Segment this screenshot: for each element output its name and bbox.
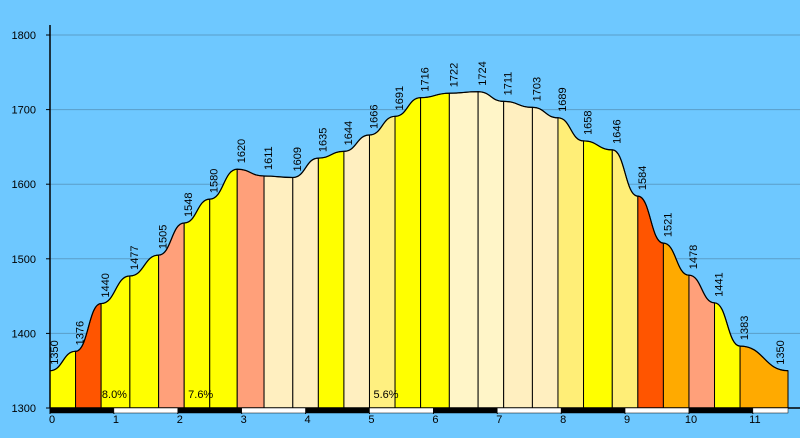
- elevation-label: 1440: [100, 273, 112, 297]
- elevation-label: 1689: [557, 87, 569, 111]
- x-tick-label: 8: [560, 414, 566, 426]
- elevation-label: 1478: [688, 245, 700, 269]
- elevation-label: 1383: [739, 316, 751, 340]
- km-bar-segment: [113, 407, 179, 414]
- y-axis-ticks: 1300 1400 1500 1600 1700 1800: [12, 30, 50, 415]
- km-bar-segment: [560, 407, 626, 414]
- profile-segment: [583, 140, 613, 409]
- x-tick-label: 3: [241, 414, 247, 426]
- gradient-labels: 8.0% 7.6% 5.6%: [102, 389, 399, 401]
- elevation-label: 1548: [183, 193, 195, 217]
- y-tick-label: 1500: [12, 254, 36, 266]
- profile-segment: [557, 117, 585, 409]
- x-tick-label: 0: [49, 414, 55, 426]
- profile-segment: [236, 168, 265, 409]
- elevation-label: 1441: [714, 272, 726, 296]
- elevation-label: 1505: [158, 225, 170, 249]
- profile-segment: [263, 175, 294, 409]
- elevation-label: 1580: [209, 169, 221, 193]
- km-bar-segment: [752, 407, 789, 414]
- profile-segment: [317, 150, 345, 409]
- x-tick-label: 9: [624, 414, 630, 426]
- elevation-labels: 1350 1376 1440 1477 1505 1548 1580 1620 1611 1609…: [49, 61, 787, 364]
- elevation-label: 1611: [263, 146, 275, 170]
- profile-segment: [531, 106, 559, 409]
- profile-segment: [209, 168, 238, 409]
- km-bar-segment: [624, 407, 690, 414]
- x-tick-label: 6: [432, 414, 438, 426]
- elevation-label: 1724: [477, 61, 489, 85]
- profile-segment: [129, 254, 160, 409]
- elevation-label: 1691: [394, 86, 406, 110]
- km-bar-segment: [688, 407, 754, 414]
- profile-segment: [420, 92, 450, 409]
- km-bar-segment: [433, 407, 498, 414]
- y-tick-label: 1600: [12, 179, 36, 191]
- elevation-label: 1716: [420, 67, 432, 91]
- km-bar-segment: [369, 407, 434, 414]
- elevation-label: 1477: [129, 245, 141, 269]
- elevation-label: 1350: [775, 340, 787, 364]
- x-tick-label: 7: [496, 414, 502, 426]
- elevation-label: 1722: [448, 63, 460, 87]
- profile-segment: [183, 198, 211, 409]
- km-bar-segment: [49, 407, 115, 414]
- x-tick-label: 10: [685, 414, 697, 426]
- x-tick-label: 11: [749, 414, 760, 426]
- elevation-label: 1609: [292, 147, 304, 171]
- x-tick-label: 5: [368, 414, 374, 426]
- elevation-label: 1350: [49, 340, 61, 364]
- elevation-label: 1584: [637, 166, 649, 190]
- profile-line: [49, 91, 789, 372]
- x-tick-label: 1: [113, 414, 119, 426]
- km-bar-segment: [177, 407, 242, 414]
- profile-segment: [448, 91, 479, 409]
- elevation-label: 1658: [583, 110, 595, 134]
- elevation-label: 1376: [75, 321, 87, 345]
- km-bar-segment: [241, 407, 306, 414]
- y-tick-label: 1300: [12, 403, 36, 415]
- elevation-label: 1644: [343, 121, 355, 145]
- km-scale-bar: [49, 407, 789, 414]
- gradient-label: 8.0%: [102, 389, 127, 401]
- elevation-label: 1620: [236, 139, 248, 163]
- profile-segment: [477, 91, 505, 409]
- elevation-label: 1711: [503, 72, 515, 96]
- profile-segment: [343, 134, 370, 409]
- y-tick-label: 1700: [12, 105, 36, 117]
- y-tick-label: 1400: [12, 328, 36, 340]
- profile-segment: [503, 100, 533, 409]
- x-tick-label: 4: [305, 414, 311, 426]
- profile-segment: [292, 157, 319, 409]
- profile-segment: [394, 97, 422, 409]
- elevation-label: 1646: [611, 119, 623, 143]
- x-tick-label: 2: [177, 414, 183, 426]
- km-bar-segment: [497, 407, 562, 414]
- elevation-label: 1703: [531, 77, 543, 101]
- gradient-label: 7.6%: [188, 389, 213, 401]
- y-tick-label: 1800: [12, 30, 36, 42]
- km-bar-segment: [305, 407, 370, 414]
- profile-outline: [49, 91, 789, 372]
- elevation-label: 1666: [368, 104, 380, 128]
- elevation-label: 1635: [317, 128, 329, 152]
- profile-segment: [368, 115, 396, 409]
- elevation-label: 1521: [662, 213, 674, 237]
- gradient-label: 5.6%: [373, 389, 398, 401]
